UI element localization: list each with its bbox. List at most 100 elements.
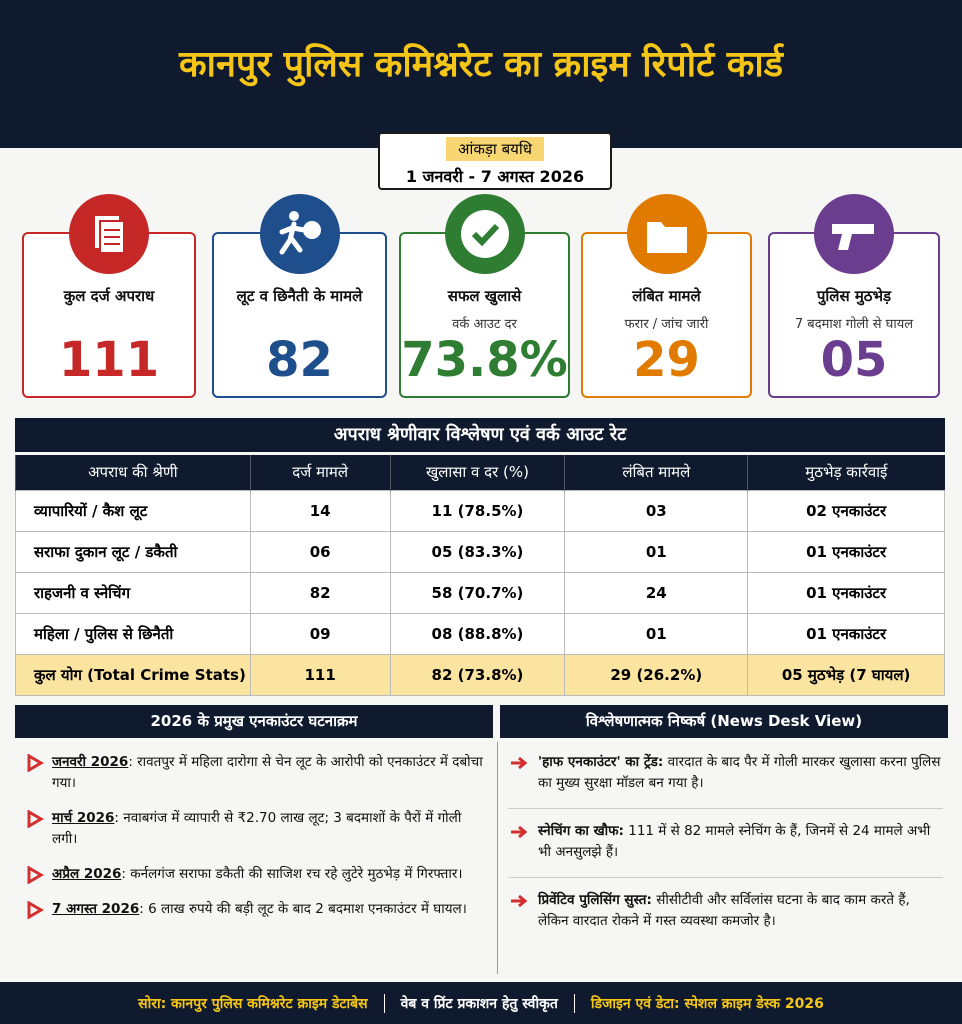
bullet: [511, 894, 528, 908]
cell: महिला / पुलिस से छिनैती: [15, 612, 251, 655]
finding-text: वारदात के बाद पैर में गोली मारकर खुलासा …: [538, 754, 941, 791]
period-label: आंकड़ा बयधि: [446, 137, 544, 161]
table-row: सराफा दुकान लूट / डकैती 06 05 (83.3%) 01 01 …: [15, 530, 945, 573]
column-header: खुलासा व दर (%): [389, 455, 565, 490]
timeline-item: मार्च 2026: नवाबगंज में व्यापारी से ₹2.7…: [22, 808, 487, 850]
event-date: जनवरी 2026: [52, 754, 129, 770]
icon-glyph: [460, 210, 509, 258]
card-sub: वर्क आउट दर: [452, 317, 517, 332]
stat-card: पुलिस मुठभेड़ 7 बदमाश गोली से घायल 05: [768, 194, 940, 398]
event-text: : रावतपुर में महिला दारोगा से चेन लूट के…: [52, 754, 483, 791]
cell: 02 एनकाउंटर: [747, 489, 945, 532]
finding-text: 111 में से 82 मामले स्नेचिंग के हैं, जिन…: [538, 823, 931, 860]
icon-glyph: [646, 222, 687, 253]
card-label: लूट व छिनैती के मामले: [236, 287, 363, 305]
card-sub: 7 बदमाश गोली से घायल: [794, 317, 914, 332]
card-label: कुल दर्ज अपराध: [63, 287, 155, 305]
card-label: सफल खुलासे: [447, 287, 522, 305]
cell: 24: [564, 571, 749, 614]
cell: 06: [249, 530, 391, 573]
event-date: अप्रैल 2026: [52, 866, 122, 882]
card-value: 82: [266, 332, 333, 388]
bullet: [511, 825, 528, 839]
cell: 09: [249, 612, 391, 655]
column-header: लंबित मामले: [564, 455, 748, 490]
analysis-item: 'हाफ एनकाउंटर' का ट्रेंड: वारदात के बाद …: [508, 752, 943, 809]
timeline-item: अप्रैल 2026: कर्नलगंज सराफा डकैती की साज…: [22, 864, 487, 885]
cell: 58 (70.7%): [389, 571, 566, 614]
total-row: कुल योग (Total Crime Stats) 111 82 (73.8%)…: [15, 653, 945, 696]
column-header: दर्ज मामले: [249, 455, 391, 490]
total-cell: 29 (26.2%): [564, 653, 749, 696]
icon-glyph: [95, 216, 125, 254]
table-row: राहजनी व स्नेचिंग 82 58 (70.7%) 24 01 एनकाउं…: [15, 571, 945, 614]
card-label: लंबित मामले: [632, 287, 701, 305]
column-header: अपराध की श्रेणी: [15, 455, 251, 490]
period-range: 1 जनवरी - 7 अगस्त 2026: [405, 167, 585, 186]
total-cell: 05 मुठभेड़ (7 घायल): [747, 653, 945, 696]
total-cell: 111: [249, 653, 391, 696]
card-icon: [259, 194, 340, 274]
cell: राहजनी व स्नेचिंग: [15, 571, 251, 614]
card-icon: [444, 194, 525, 274]
analysis: 'हाफ एनकाउंटर' का ट्रेंड: वारदात के बाद …: [508, 752, 943, 958]
table: अपराध की श्रेणी दर्ज मामले खुलासा व दर (%)…: [15, 455, 945, 696]
card-icon: [814, 194, 894, 274]
title: कानपुर पुलिस कमिश्नरेट का क्राइम रिपोर्ट…: [178, 44, 783, 85]
icon-glyph: [832, 224, 874, 250]
card-sub: फरार / जांच जारी: [624, 317, 709, 332]
event-date: 7 अगस्त 2026: [52, 901, 140, 917]
finding-label: प्रिवेंटिव पुलिसिंग सुस्त:: [538, 892, 652, 908]
period-box: आंकड़ा बयधि 1 जनवरी - 7 अगस्त 2026: [378, 132, 612, 190]
analysis-title: विश्लेषणात्मक निष्कर्ष (News Desk View): [500, 705, 948, 738]
analysis-item: स्नेचिंग का खौफ: 111 में से 82 मामले स्न…: [508, 821, 943, 878]
cell: 08 (88.8%): [389, 612, 566, 655]
table-row: महिला / पुलिस से छिनैती 09 08 (88.8%) 01 01 …: [15, 612, 945, 655]
icon-glyph: [279, 211, 321, 255]
stat-card: लूट व छिनैती के मामले 82: [212, 194, 387, 398]
event-text: : कर्नलगंज सराफा डकैती की साजिश रच रहे ल…: [121, 866, 463, 882]
footer: सोरा: कानपुर पुलिस कमिश्नरेट क्राइम डेटा…: [0, 982, 962, 1024]
footer-credit: डिजाइन एवं डेटा: स्पेशल क्राइम डेस्क 202…: [573, 993, 840, 1013]
timeline-title: 2026 के प्रमुख एनकाउंटर घटनाक्रम: [15, 705, 493, 738]
cell: 01: [564, 530, 749, 573]
finding-label: 'हाफ एनकाउंटर' का ट्रेंड:: [538, 754, 664, 770]
cell: 01 एनकाउंटर: [747, 571, 945, 614]
bullet: [511, 756, 528, 770]
total-cell: 82 (73.8%): [389, 653, 566, 696]
event-text: : नवाबगंज में व्यापारी से ₹2.70 लाख लूट;…: [52, 810, 462, 847]
event-date: मार्च 2026: [52, 810, 115, 826]
bullet: [27, 901, 44, 919]
table-title: अपराध श्रेणीवार विश्लेषण एवं वर्क आउट रे…: [15, 418, 945, 452]
cell: व्यापारियों / कैश लूट: [15, 489, 251, 532]
stat-card: लंबित मामले फरार / जांच जारी 29: [581, 194, 752, 398]
stat-card: सफल खुलासे वर्क आउट दर 73.8%: [399, 194, 570, 398]
divider: [497, 742, 498, 974]
cell: 05 (83.3%): [389, 530, 566, 573]
cell: 01 एनकाउंटर: [747, 530, 945, 573]
cell: सराफा दुकान लूट / डकैती: [15, 530, 251, 573]
cell: 01 एनकाउंटर: [747, 612, 945, 655]
analysis-item: प्रिवेंटिव पुलिसिंग सुस्त: सीसीटीवी और स…: [508, 890, 943, 946]
timeline: जनवरी 2026: रावतपुर में महिला दारोगा से …: [22, 752, 487, 934]
bullet: [27, 810, 44, 828]
bullet: [27, 754, 44, 772]
stat-card: कुल दर्ज अपराध 111: [22, 194, 196, 398]
card-icon: [69, 194, 149, 274]
cell: 14: [249, 489, 391, 532]
card-icon: [626, 194, 707, 274]
card-value: 73.8%: [401, 332, 568, 388]
event-text: : 6 लाख रुपये की बड़ी लूट के बाद 2 बदमाश…: [139, 901, 467, 917]
card-value: 05: [820, 332, 888, 388]
card-value: 111: [58, 332, 160, 388]
cell: 11 (78.5%): [389, 489, 566, 532]
table-row: व्यापारियों / कैश लूट 14 11 (78.5%) 03 02 एन…: [15, 489, 945, 532]
card-label: पुलिस मुठभेड़: [816, 287, 892, 305]
cell: 82: [249, 571, 391, 614]
bullet: [27, 866, 44, 884]
total-cell: कुल योग (Total Crime Stats): [15, 653, 251, 696]
column-header: मुठभेड़ कार्रवाई: [747, 455, 945, 490]
cell: 03: [564, 489, 749, 532]
finding-label: स्नेचिंग का खौफ:: [538, 823, 624, 839]
finding-text: सीसीटीवी और सर्विलांस घटना के बाद काम कर…: [538, 892, 910, 929]
